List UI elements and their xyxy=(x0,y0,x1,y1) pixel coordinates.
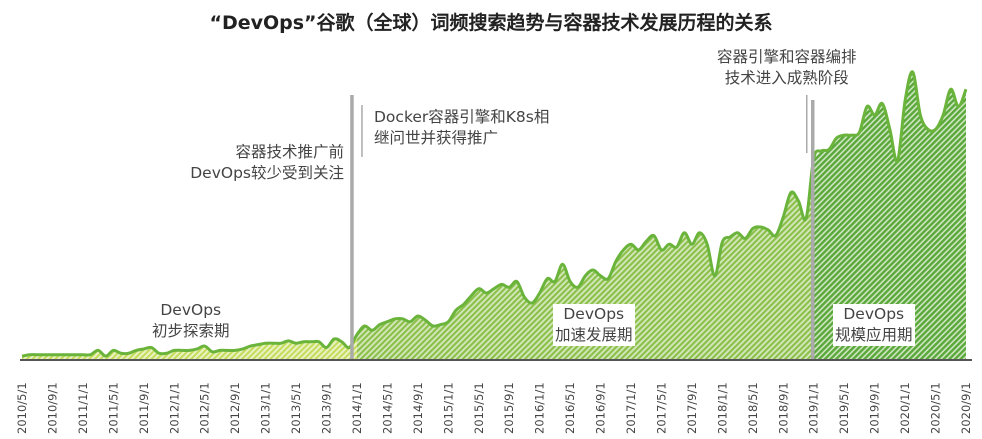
x-tick-label: 2019/1/1 xyxy=(807,382,821,434)
x-tick-label: 2020/1/1 xyxy=(898,382,912,434)
x-tick-label: 2014/9/1 xyxy=(411,382,425,434)
x-tick-label: 2017/1/1 xyxy=(624,382,638,434)
x-tick-label: 2012/9/1 xyxy=(228,382,242,434)
x-tick-label: 2015/1/1 xyxy=(441,382,455,434)
phase1-label-line1: DevOps xyxy=(160,301,222,319)
x-tick-label: 2018/5/1 xyxy=(746,382,760,434)
event2-label-line2: 继问世并获得推广 xyxy=(374,129,499,147)
event3-label: 容器引擎和容器编排 技术进入成熟阶段 xyxy=(717,47,857,89)
event3-label-line1: 容器引擎和容器编排 xyxy=(717,48,857,66)
x-tick-label: 2016/5/1 xyxy=(563,382,577,434)
x-tick-label: 2016/1/1 xyxy=(533,382,547,434)
x-tick-label: 2011/5/1 xyxy=(106,382,120,434)
x-tick-label: 2020/5/1 xyxy=(929,382,943,434)
x-tick-label: 2010/9/1 xyxy=(45,382,59,434)
event1-label: 容器技术推广前 DevOps较少受到关注 xyxy=(190,142,344,184)
phase-area-1 xyxy=(22,334,357,359)
x-tick-label: 2017/5/1 xyxy=(654,382,668,434)
x-tick-label: 2020/9/1 xyxy=(959,382,973,434)
phase1-label: DevOps 初步探索期 xyxy=(152,300,230,342)
phase-area-2 xyxy=(356,158,814,359)
x-tick-label: 2011/9/1 xyxy=(137,382,151,434)
phase2-label-line2: 加速发展期 xyxy=(555,326,633,344)
x-tick-label: 2013/1/1 xyxy=(259,382,273,434)
x-tick-label: 2019/9/1 xyxy=(868,382,882,434)
chart-title: “DevOps”谷歌（全球）词频搜索趋势与容器技术发展历程的关系 xyxy=(209,12,773,34)
x-tick-label: 2013/5/1 xyxy=(289,382,303,434)
event1-label-line2: DevOps较少受到关注 xyxy=(190,164,344,182)
phase3-label: DevOps 规模应用期 xyxy=(833,304,915,346)
x-tick-label: 2012/1/1 xyxy=(167,382,181,434)
x-tick-label: 2010/5/1 xyxy=(15,382,29,434)
x-tick-label: 2018/1/1 xyxy=(715,382,729,434)
event2-label-line1: Docker容器引擎和K8s相 xyxy=(374,108,550,126)
x-tick-label: 2015/5/1 xyxy=(472,382,486,434)
phase2-label-line1: DevOps xyxy=(563,305,625,323)
event3-label-line2: 技术进入成熟阶段 xyxy=(724,69,849,87)
trend-line xyxy=(21,70,968,358)
x-tick-label: 2014/5/1 xyxy=(380,382,394,434)
x-tick-label: 2019/5/1 xyxy=(837,382,851,434)
event1-label-line1: 容器技术推广前 xyxy=(235,143,344,161)
phase-area-3 xyxy=(813,71,966,360)
x-tick-label: 2017/9/1 xyxy=(685,382,699,434)
x-tick-label: 2014/1/1 xyxy=(350,382,364,434)
phase2-label: DevOps 加速发展期 xyxy=(553,304,635,346)
x-tick-label: 2012/5/1 xyxy=(198,382,212,434)
phase1-label-line2: 初步探索期 xyxy=(152,322,230,340)
phase3-label-line2: 规模应用期 xyxy=(835,326,913,344)
x-tick-label: 2015/9/1 xyxy=(502,382,516,434)
x-tick-label: 2011/1/1 xyxy=(76,382,90,434)
phase3-label-line1: DevOps xyxy=(843,305,905,323)
x-tick-label: 2013/9/1 xyxy=(320,382,334,434)
x-tick-label: 2016/9/1 xyxy=(594,382,608,434)
event2-label: Docker容器引擎和K8s相 继问世并获得推广 xyxy=(374,107,549,149)
x-tick-label: 2018/9/1 xyxy=(776,382,790,434)
